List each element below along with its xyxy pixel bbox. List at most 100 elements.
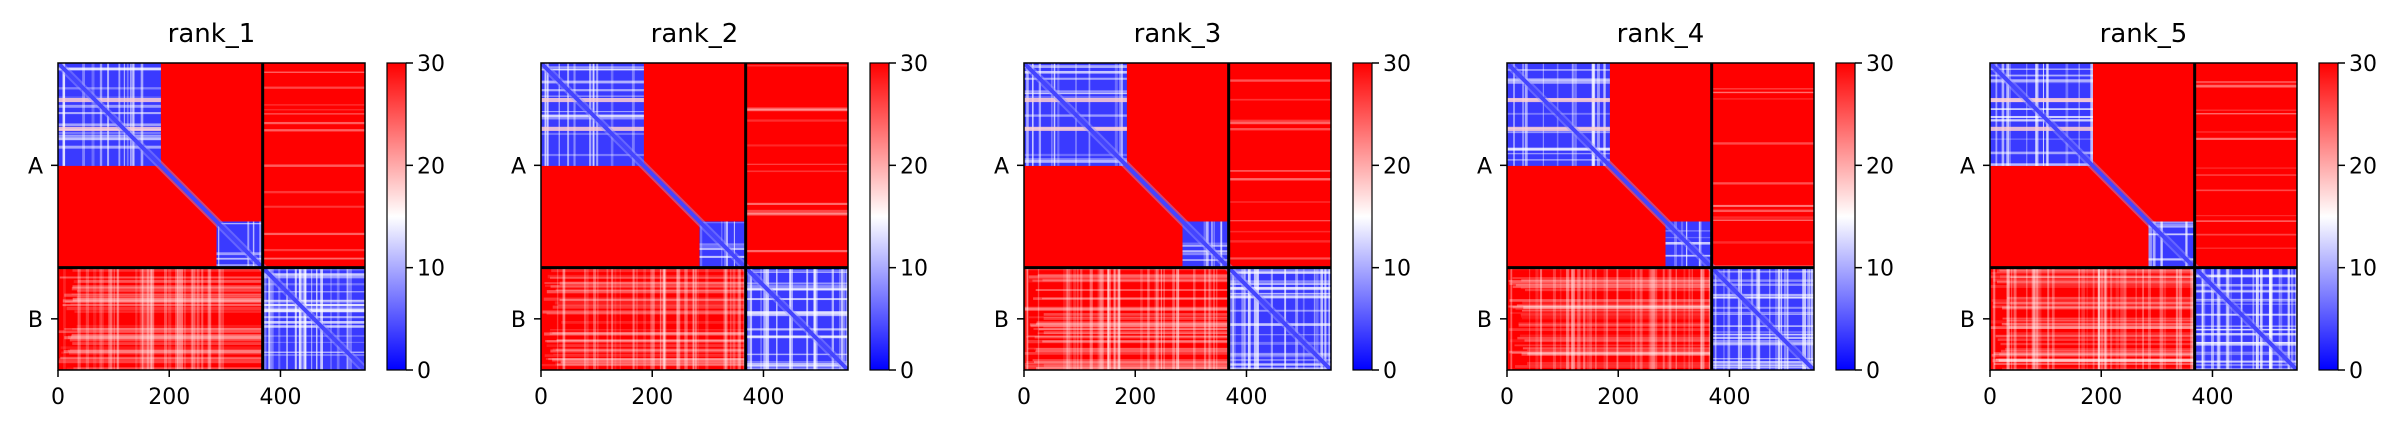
texture-stripe <box>1509 299 1715 302</box>
texture-stripe <box>560 362 766 365</box>
block-stripe <box>596 63 599 166</box>
x-tick-label: 200 <box>2080 385 2122 410</box>
block-stripe <box>843 267 845 370</box>
texture-stripe <box>1552 267 1556 370</box>
texture-stripe <box>66 367 272 370</box>
texture-stripe <box>1517 336 1723 340</box>
block-stripe <box>2194 283 2297 287</box>
block-stripe <box>262 283 365 286</box>
texture-stripe <box>1993 352 2199 355</box>
block-stripe <box>749 267 753 370</box>
texture-stripe <box>1711 88 1814 90</box>
colorbar-tick-label: 20 <box>417 154 445 179</box>
texture-stripe <box>1509 281 1714 285</box>
block-stripe <box>2227 267 2230 370</box>
texture-stripe <box>2002 306 2207 310</box>
block-stripe <box>1811 267 1814 370</box>
block-stripe <box>2148 221 2151 268</box>
texture-stripe <box>1570 267 1573 370</box>
block-stripe <box>2046 63 2049 166</box>
texture-stripe <box>1026 335 1231 338</box>
axes-frame <box>1989 62 2298 371</box>
block-stripe <box>699 247 746 251</box>
texture-stripe <box>262 71 365 73</box>
block-stripe <box>1711 364 1814 367</box>
block-stripe <box>1121 63 1123 166</box>
texture-stripe <box>1711 219 1814 221</box>
texture-stripe <box>1994 362 2199 366</box>
block-stripe <box>1665 254 1712 257</box>
axes-frame <box>540 62 849 371</box>
texture-stripe <box>1033 297 1238 300</box>
block-stripe <box>1507 131 1610 134</box>
texture-stripe <box>72 268 278 272</box>
texture-stripe <box>1073 267 1077 370</box>
block-stripe <box>1699 221 1701 268</box>
texture-stripe <box>2190 267 2194 370</box>
texture-stripe <box>116 267 119 370</box>
texture-stripe <box>71 287 277 291</box>
block-stripe <box>130 63 132 166</box>
texture-stripe <box>556 267 559 370</box>
texture-stripe <box>1030 324 1236 328</box>
texture-stripe <box>2194 81 2297 84</box>
texture-stripe <box>2163 267 2167 370</box>
texture-stripe <box>546 312 752 315</box>
texture-stripe <box>1688 267 1691 370</box>
block-stripe <box>2268 267 2272 370</box>
block-stripe <box>700 221 703 268</box>
block-stripe <box>1247 267 1251 370</box>
texture-stripe <box>1099 267 1102 370</box>
texture-stripe <box>197 267 200 370</box>
block-stripe <box>2026 63 2028 166</box>
texture-stripe <box>1515 307 1721 311</box>
block-break <box>58 97 161 103</box>
block-stripe <box>2278 267 2280 370</box>
block-stripe <box>1228 292 1331 295</box>
block-stripe <box>725 221 728 268</box>
diagonal-line <box>541 63 848 370</box>
block-stripe <box>1711 366 1814 368</box>
texture-stripe <box>745 119 848 122</box>
block-stripe <box>132 63 135 166</box>
block-stripe <box>1507 80 1610 84</box>
block-stripe <box>1228 354 1331 358</box>
block-stripe <box>1228 281 1331 285</box>
block-stripe <box>1256 267 1259 370</box>
texture-stripe <box>1583 267 1586 370</box>
texture-stripe <box>1036 367 1241 370</box>
block-stripe <box>2260 267 2263 370</box>
texture-stripe <box>2078 267 2080 370</box>
texture-stripe <box>164 267 168 370</box>
texture-stripe <box>1107 267 1110 370</box>
block-stripe <box>1024 65 1127 68</box>
block-stripe <box>1024 158 1127 161</box>
block-stripe <box>558 63 560 166</box>
block-stripe <box>2065 63 2069 166</box>
texture-stripe <box>651 267 655 370</box>
texture-stripe <box>2100 267 2104 370</box>
texture-stripe <box>1203 267 1207 370</box>
texture-stripe <box>1521 352 1727 356</box>
texture-stripe <box>1508 305 1714 308</box>
texture-stripe <box>262 86 365 89</box>
texture-stripe <box>1216 267 1218 370</box>
texture-stripe <box>614 267 617 370</box>
block-stripe <box>1711 313 1814 315</box>
block-stripe <box>1723 267 1725 370</box>
texture-stripe <box>745 212 848 215</box>
diagonal-halo <box>58 63 365 370</box>
texture-stripe <box>1586 267 1590 370</box>
block-stripe <box>320 267 323 370</box>
texture-stripe <box>2194 137 2297 140</box>
block-stripe <box>2152 221 2156 268</box>
texture-stripe <box>1034 348 1239 351</box>
texture-stripe <box>560 361 766 364</box>
texture-stripe <box>1999 269 2205 272</box>
texture-stripe <box>745 65 848 67</box>
block-stripe <box>745 271 848 273</box>
texture-stripe <box>677 267 681 370</box>
block-stripe <box>2194 298 2297 301</box>
block-stripe <box>541 69 644 71</box>
block-stripe <box>62 63 66 166</box>
